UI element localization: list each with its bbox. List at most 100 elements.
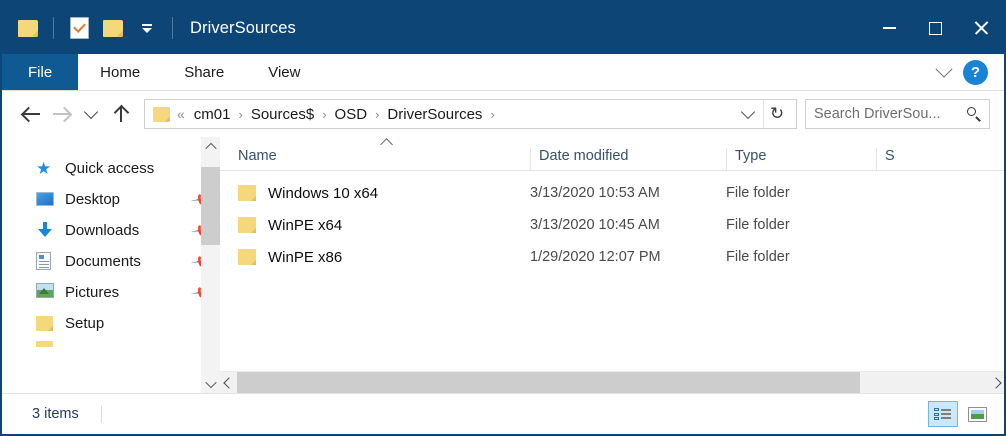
scroll-down-button[interactable] <box>201 374 220 393</box>
scrollbar-track[interactable] <box>201 156 220 374</box>
file-list-pane: Name Date modified Type S Windows 10 x64… <box>220 137 1004 393</box>
column-header-row: Name Date modified Type S <box>220 137 1004 171</box>
column-header-size[interactable]: S <box>876 148 1004 170</box>
forward-button[interactable] <box>46 99 76 129</box>
column-header-name[interactable]: Name <box>238 148 277 164</box>
file-name-cell[interactable]: WinPE x86 <box>220 249 530 266</box>
desktop-icon <box>36 190 55 209</box>
large-icons-view-button[interactable] <box>962 401 992 427</box>
table-row[interactable]: Windows 10 x64 3/13/2020 10:53 AM File f… <box>220 177 1004 209</box>
column-header-date-modified[interactable]: Date modified <box>530 148 726 170</box>
table-row[interactable]: WinPE x86 1/29/2020 12:07 PM File folder <box>220 241 1004 273</box>
scroll-up-button[interactable] <box>201 137 220 156</box>
folder-icon <box>238 249 256 265</box>
sidebar-item-label: Documents <box>65 253 141 270</box>
status-divider <box>100 405 102 423</box>
chevron-right-icon <box>989 376 1002 389</box>
scroll-right-button[interactable] <box>987 372 1004 393</box>
sidebar-item-setup[interactable]: Setup <box>2 308 220 339</box>
maximize-button[interactable] <box>912 2 958 54</box>
chevron-down-icon <box>204 376 217 388</box>
file-type-cell: File folder <box>726 249 790 265</box>
breadcrumb[interactable]: « cm01 › Sources$ › OSD › DriverSources … <box>144 99 797 129</box>
explorer-body: ★ Quick access Desktop 📌 Downloads 📌 Doc… <box>2 137 1004 393</box>
tab-home[interactable]: Home <box>100 63 141 81</box>
file-date-cell: 3/13/2020 10:53 AM <box>530 185 660 201</box>
sidebar-item-label: Setup <box>65 315 105 332</box>
help-button[interactable]: ? <box>963 59 988 85</box>
breadcrumb-separator[interactable]: › <box>490 106 495 122</box>
file-name-cell[interactable]: Windows 10 x64 <box>220 185 530 202</box>
folder-icon[interactable] <box>16 16 40 40</box>
file-type-cell: File folder <box>726 185 790 201</box>
recent-locations-button[interactable] <box>76 99 106 129</box>
sidebar-item-label: Downloads <box>65 222 140 239</box>
file-type-cell: File folder <box>726 217 790 233</box>
column-header-type[interactable]: Type <box>726 148 876 170</box>
refresh-icon[interactable]: ↻ <box>763 100 790 128</box>
sidebar-item-partial[interactable] <box>2 339 220 347</box>
folder-icon <box>238 217 256 233</box>
view-buttons <box>928 401 1004 427</box>
documents-icon <box>36 252 55 271</box>
breadcrumb-item-osd[interactable]: OSD <box>334 105 368 123</box>
file-date-cell: 1/29/2020 12:07 PM <box>530 249 661 265</box>
sidebar-item-label: Desktop <box>65 191 121 208</box>
details-view-icon <box>934 407 952 421</box>
file-name-cell[interactable]: WinPE x64 <box>220 217 530 234</box>
chevron-up-icon <box>204 142 217 154</box>
search-input[interactable]: Search DriverSou... <box>805 99 990 129</box>
file-name: Windows 10 x64 <box>268 184 379 202</box>
file-name: WinPE x64 <box>268 216 343 234</box>
up-button[interactable] <box>106 99 136 129</box>
breadcrumb-separator[interactable]: › <box>238 106 243 122</box>
search-placeholder: Search DriverSou... <box>814 106 941 122</box>
close-button[interactable] <box>958 2 1004 54</box>
pictures-icon <box>36 283 55 302</box>
tab-view[interactable]: View <box>268 63 301 81</box>
tab-file[interactable]: File <box>2 54 79 90</box>
sidebar-item-desktop[interactable]: Desktop 📌 <box>2 184 220 215</box>
window-title: DriverSources <box>190 18 296 37</box>
scrollbar-thumb[interactable] <box>237 372 860 393</box>
scrollbar-thumb[interactable] <box>201 167 220 245</box>
search-icon[interactable] <box>967 107 981 121</box>
customize-qat-dropdown-icon[interactable] <box>135 16 159 40</box>
back-button[interactable] <box>16 99 46 129</box>
status-bar: 3 items <box>2 393 1004 434</box>
chevron-down-icon[interactable] <box>935 60 953 78</box>
breadcrumb-overflow[interactable]: « <box>177 106 185 122</box>
window-controls <box>866 2 1004 54</box>
sidebar-item-downloads[interactable]: Downloads 📌 <box>2 215 220 246</box>
minimize-button[interactable] <box>866 2 912 54</box>
scroll-left-button[interactable] <box>220 372 237 393</box>
title-bar: DriverSources <box>2 2 1004 54</box>
breadcrumb-separator[interactable]: › <box>375 106 380 122</box>
properties-icon[interactable] <box>67 16 91 40</box>
scrollbar-track[interactable] <box>237 372 987 393</box>
sidebar-item-label: Quick access <box>65 160 155 177</box>
tab-share[interactable]: Share <box>184 63 225 81</box>
breadcrumb-item-sources[interactable]: Sources$ <box>250 105 315 123</box>
new-folder-icon[interactable] <box>101 16 125 40</box>
details-view-button[interactable] <box>928 401 958 427</box>
chevron-left-icon <box>222 376 235 389</box>
breadcrumb-item-driversources[interactable]: DriverSources <box>387 105 483 123</box>
folder-icon <box>36 314 55 333</box>
item-count-label: 3 items <box>32 406 79 422</box>
navigation-pane: ★ Quick access Desktop 📌 Downloads 📌 Doc… <box>2 137 220 393</box>
chevron-down-icon[interactable] <box>740 104 756 120</box>
file-list-horizontal-scrollbar[interactable] <box>220 371 1004 393</box>
file-rows: Windows 10 x64 3/13/2020 10:53 AM File f… <box>220 171 1004 371</box>
navigation-scrollbar[interactable] <box>201 137 220 393</box>
sidebar-item-documents[interactable]: Documents 📌 <box>2 246 220 277</box>
breadcrumb-separator[interactable]: › <box>322 106 327 122</box>
breadcrumb-item-cm01[interactable]: cm01 <box>193 105 231 123</box>
ribbon-tab-bar: File Home Share View ? <box>2 54 1004 91</box>
quick-access-toolbar <box>2 2 176 54</box>
sidebar-item-quick-access[interactable]: ★ Quick access <box>2 153 220 184</box>
sidebar-item-pictures[interactable]: Pictures 📌 <box>2 277 220 308</box>
table-row[interactable]: WinPE x64 3/13/2020 10:45 AM File folder <box>220 209 1004 241</box>
file-date-cell: 3/13/2020 10:45 AM <box>530 217 660 233</box>
